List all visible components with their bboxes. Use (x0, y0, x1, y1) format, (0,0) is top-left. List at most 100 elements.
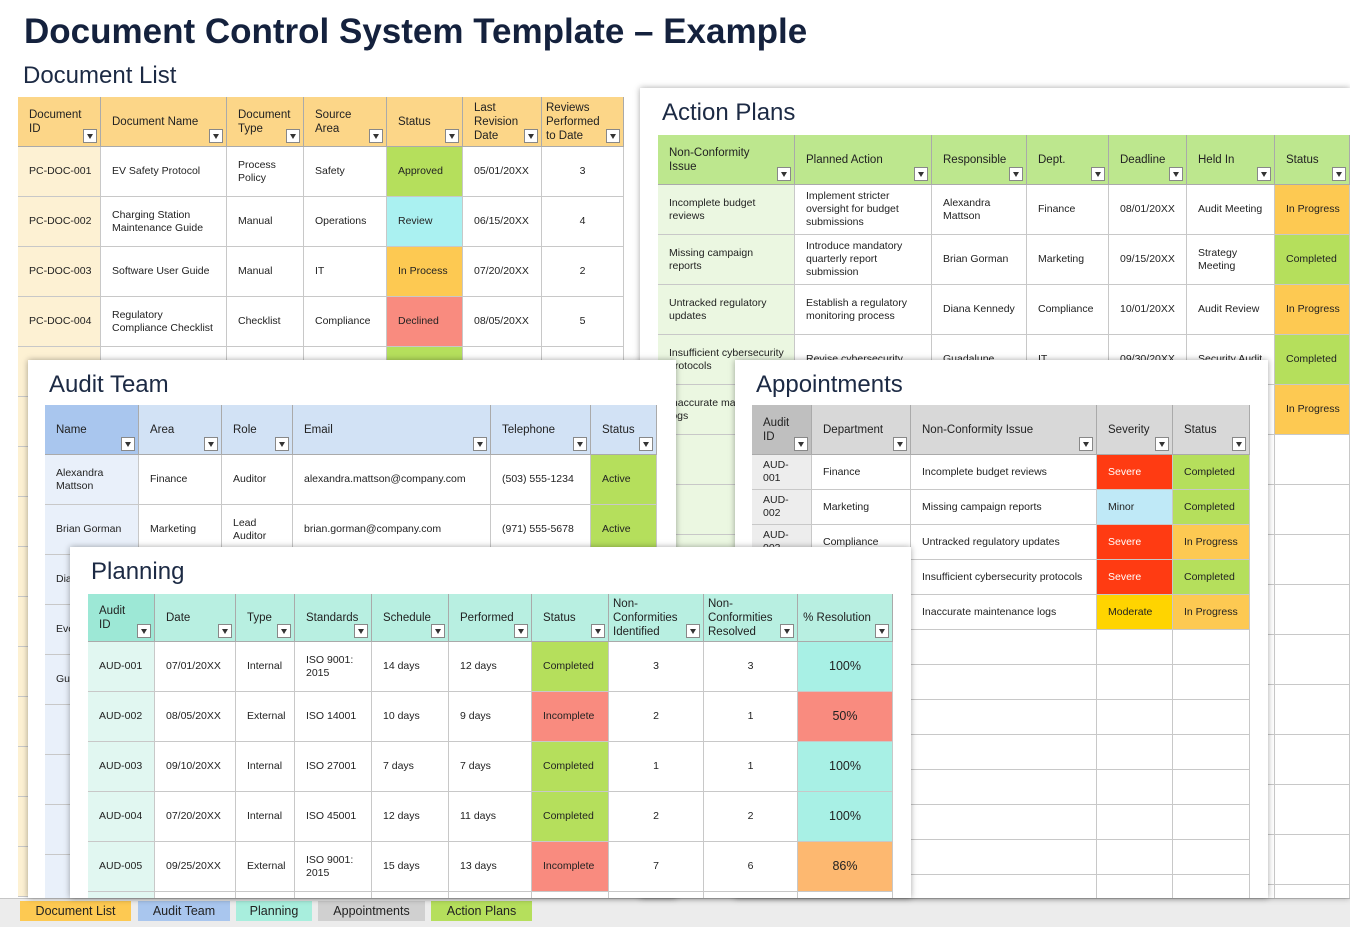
sheet-tab[interactable]: Planning (236, 901, 312, 921)
filter-button[interactable] (514, 624, 528, 638)
filter-button[interactable] (1257, 167, 1271, 181)
table-cell: ISO 45001 (295, 792, 372, 842)
empty-cell (1097, 875, 1173, 898)
filter-button[interactable] (204, 437, 218, 451)
cell-text: Marketing (150, 523, 197, 535)
cell-text: 3 (579, 165, 586, 177)
cell-text: Audit Review (1198, 303, 1260, 315)
cell-text: Marketing (1038, 253, 1085, 265)
table-cell: Incomplete (532, 842, 609, 892)
empty-cell (449, 892, 532, 898)
cell-text: 3 (653, 660, 659, 672)
cell-text: alexandra.mattson@company.com (304, 473, 466, 485)
cell-text: 09/15/20XX (1120, 253, 1175, 265)
filter-button[interactable] (137, 624, 151, 638)
sheet-tab[interactable]: Audit Team (138, 901, 230, 921)
filter-button[interactable] (431, 624, 445, 638)
table-cell: 2 (609, 692, 704, 742)
cell-text: 6 (747, 860, 754, 872)
filter-button[interactable] (1091, 167, 1105, 181)
filter-button[interactable] (218, 624, 232, 638)
table-cell: Severe (1097, 455, 1173, 490)
table-cell: Moderate (1097, 595, 1173, 630)
table-cell: 1 (704, 742, 798, 792)
table-cell: Audit Meeting (1187, 185, 1275, 235)
empty-cell (88, 892, 155, 898)
sheet-tab[interactable]: Document List (20, 901, 131, 921)
column-header: Name (45, 405, 139, 455)
cell-text: In Progress (1184, 605, 1238, 618)
table-cell: 7 (609, 842, 704, 892)
filter-button[interactable] (524, 129, 538, 143)
cell-text: 86% (832, 859, 858, 873)
filter-button[interactable] (445, 129, 459, 143)
cell-text: AUD-002 (763, 494, 789, 519)
sheet-title: Audit Team (49, 371, 169, 398)
cell-text: 08/05/20XX (474, 315, 529, 327)
column-header: Dept. (1027, 135, 1109, 185)
empty-cell (1275, 835, 1350, 885)
cell-text: 2 (653, 710, 659, 722)
filter-button[interactable] (275, 437, 289, 451)
empty-cell (609, 892, 704, 898)
filter-button[interactable] (354, 624, 368, 638)
cell-text: Alexandra Mattson (56, 466, 104, 492)
table-cell: Finance (139, 455, 222, 505)
filter-button[interactable] (209, 129, 223, 143)
filter-button[interactable] (473, 437, 487, 451)
filter-button[interactable] (780, 624, 794, 638)
cell-text: 100% (829, 809, 861, 823)
filter-button[interactable] (1232, 437, 1246, 451)
header-text: Performed (460, 611, 514, 624)
filter-button[interactable] (573, 437, 587, 451)
empty-cell (1097, 840, 1173, 875)
table-cell: Insufficient cybersecurity protocols (911, 560, 1097, 595)
table-cell: AUD-005 (88, 842, 155, 892)
filter-button[interactable] (83, 129, 97, 143)
filter-button[interactable] (686, 624, 700, 638)
cell-text: External (247, 710, 286, 722)
empty-cell (1173, 805, 1250, 840)
column-header: Audit ID (88, 594, 155, 642)
filter-button[interactable] (639, 437, 653, 451)
table-cell: In Progress (1275, 385, 1350, 435)
cell-text: Implement stricter oversight for budget … (806, 190, 899, 228)
filter-button[interactable] (1155, 437, 1169, 451)
filter-button[interactable] (369, 129, 383, 143)
header-text: Held In (1198, 153, 1235, 166)
column-header: Status (532, 594, 609, 642)
filter-button[interactable] (777, 167, 791, 181)
filter-button[interactable] (277, 624, 291, 638)
header-text: Planned Action (806, 153, 883, 166)
table-cell: Introduce mandatory quarterly report sub… (795, 235, 932, 285)
filter-button[interactable] (914, 167, 928, 181)
cell-text: Untracked regulatory updates (669, 296, 767, 322)
filter-button[interactable] (875, 624, 889, 638)
table-cell: Incomplete budget reviews (658, 185, 795, 235)
cell-text: Marketing (823, 500, 870, 513)
filter-button[interactable] (794, 437, 808, 451)
filter-button[interactable] (1169, 167, 1183, 181)
filter-button[interactable] (893, 437, 907, 451)
sheet-tab[interactable]: Action Plans (431, 901, 532, 921)
filter-button[interactable] (1079, 437, 1093, 451)
cell-text: 100% (829, 659, 861, 673)
empty-cell (1275, 585, 1350, 635)
filter-button[interactable] (121, 437, 135, 451)
filter-button[interactable] (1332, 167, 1346, 181)
table-cell: AUD-003 (88, 742, 155, 792)
cell-text: Eve (56, 623, 75, 635)
cell-text: PC-DOC-002 (29, 215, 92, 227)
header-text: Area (150, 423, 175, 436)
sheet-tab[interactable]: Appointments (318, 901, 425, 921)
cell-text: Introduce mandatory quarterly report sub… (806, 240, 903, 278)
cell-text: 09/10/20XX (166, 760, 221, 772)
filter-button[interactable] (606, 129, 620, 143)
filter-button[interactable] (1009, 167, 1023, 181)
table-cell: Untracked regulatory updates (658, 285, 795, 335)
table-cell: 7 days (372, 742, 449, 792)
cell-text: brian.gorman@company.com (304, 523, 442, 535)
filter-button[interactable] (591, 624, 605, 638)
table-cell: Operations (304, 197, 387, 247)
filter-button[interactable] (286, 129, 300, 143)
